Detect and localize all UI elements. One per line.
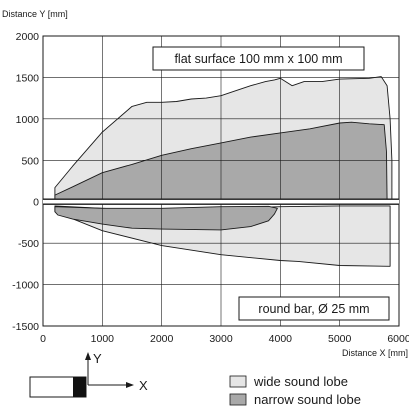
x-tick-label: 2000 — [150, 333, 174, 345]
legend-swatch-wide — [229, 375, 247, 388]
sensor-transducer — [73, 377, 86, 397]
plot-area: -1500 -1000 -500 0 500 1000 1500 2000 0 1000 2000 3… — [12, 31, 409, 345]
y-tick-label: -1000 — [12, 280, 39, 292]
y-arrow-head — [85, 352, 91, 360]
x-tick-label: 0 — [40, 333, 46, 345]
sensor-diagram: Y X — [29, 351, 148, 398]
x-tick-label: 4000 — [269, 333, 293, 345]
annotation-round-bar-box — [238, 296, 390, 321]
narrow-lobe-round-bar — [54, 205, 278, 231]
x-axis-title: Distance X [mm] — [342, 348, 408, 358]
x-tick-label: 3000 — [209, 333, 233, 345]
annotation-flat-surface: flat surface 100 mm x 100 mm — [152, 46, 365, 71]
annotation-flat-surface-text: flat surface 100 mm x 100 mm — [174, 52, 342, 66]
y-tick-label: 0 — [33, 197, 39, 209]
x-tick-label: 5000 — [328, 333, 352, 345]
zero-gap — [43, 199, 399, 205]
annotation-round-bar-text: round bar, Ø 25 mm — [258, 302, 369, 316]
x-tick-label: 6000 — [387, 333, 409, 345]
plot-frame — [42, 35, 400, 327]
legend: wide sound lobe narrow sound lobe — [229, 374, 361, 407]
annotation-flat-surface-box — [152, 46, 365, 71]
lobes — [54, 76, 393, 267]
axes — [42, 35, 400, 327]
y-tick-label: 1500 — [16, 72, 40, 84]
legend-label-wide: wide sound lobe — [253, 374, 348, 389]
tick-labels: -1500 -1000 -500 0 500 1000 1500 2000 0 1000 2000 3… — [12, 31, 409, 345]
y-tick-label: 500 — [21, 155, 39, 167]
y-axis-title: Distance Y [mm] — [2, 9, 68, 19]
sensor-x-label: X — [139, 378, 148, 393]
y-tick-label: 1000 — [16, 114, 40, 126]
grid — [43, 36, 399, 326]
legend-swatch-narrow — [229, 393, 247, 406]
annotation-round-bar: round bar, Ø 25 mm — [238, 296, 390, 321]
y-tick-label: 2000 — [16, 31, 40, 43]
x-arrow-head — [126, 382, 134, 388]
y-tick-label: -1500 — [12, 321, 39, 333]
legend-label-narrow: narrow sound lobe — [254, 392, 361, 407]
y-tick-label: -500 — [18, 238, 39, 250]
sensor-y-label: Y — [93, 351, 102, 366]
x-tick-label: 1000 — [91, 333, 115, 345]
